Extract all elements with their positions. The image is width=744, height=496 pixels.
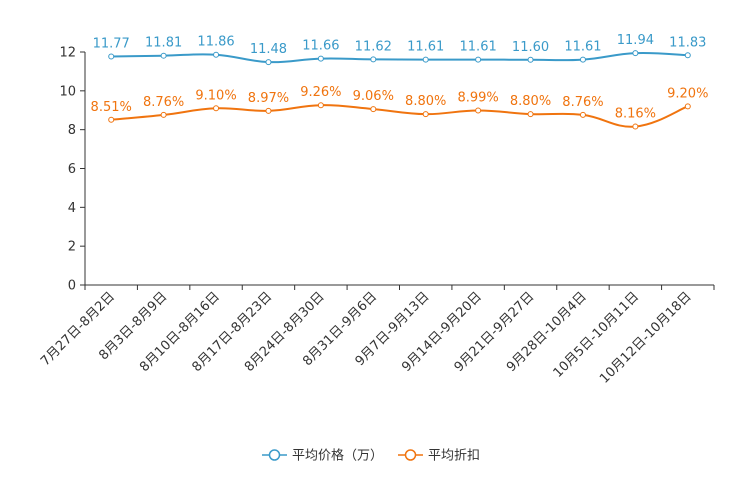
data-label: 9.10% [195,88,236,103]
data-label: 11.86 [197,35,234,50]
data-label: 11.83 [669,35,706,50]
data-label: 11.66 [302,39,339,54]
y-tick-label: 0 [68,279,76,294]
data-point[interactable] [108,116,115,123]
data-label: 11.61 [460,40,497,55]
data-label: 11.62 [355,39,392,54]
data-label: 8.99% [457,90,498,105]
data-point[interactable] [370,56,377,63]
data-label: 11.77 [93,36,130,51]
x-tick-label: 10月12日-10月18日 [597,289,694,386]
data-label: 8.51% [91,100,132,115]
data-point[interactable] [527,111,534,118]
data-point[interactable] [579,56,586,63]
legend-item-1[interactable]: 平均价格（万） [262,448,383,464]
data-point[interactable] [684,103,691,110]
data-label: 11.60 [512,40,549,55]
data-label: 11.48 [250,42,287,57]
data-label: 11.94 [617,33,654,48]
series-line [111,104,689,128]
data-label: 8.80% [510,94,551,109]
y-tick-label: 4 [68,201,76,216]
data-label: 11.81 [145,36,182,51]
data-label: 8.76% [562,95,603,110]
data-point[interactable] [213,105,220,112]
data-label: 9.06% [353,89,394,104]
legend-label: 平均折扣 [428,449,480,464]
data-point[interactable] [475,107,482,114]
data-point[interactable] [579,111,586,118]
y-tick-label: 2 [68,240,76,255]
data-point[interactable] [370,106,377,113]
legend-marker-icon [268,449,281,461]
data-point[interactable] [160,52,167,59]
data-point[interactable] [317,55,324,62]
data-label: 11.61 [407,40,444,55]
data-point[interactable] [213,51,220,58]
series-1: 11.77 11.81 11.86 11.48 11.66 11.62 11.61 11.61… [93,33,706,66]
y-tick-label: 6 [68,162,76,177]
y-tick-label: 12 [59,46,76,61]
data-point[interactable] [422,111,429,118]
data-label: 8.97% [248,91,289,106]
data-point[interactable] [632,50,639,57]
data-label: 11.61 [564,40,601,55]
data-point[interactable] [160,111,167,118]
data-label: 8.16% [615,107,656,122]
legend[interactable]: 平均价格（万） 平均折扣 [262,448,480,464]
series-2: 8.51% 8.76% 9.10% 8.97% 9.26% 9.06% 8.80% 8.99%… [91,85,708,130]
series-line [111,51,688,64]
data-point[interactable] [108,53,115,60]
data-label: 8.76% [143,95,184,110]
data-point[interactable] [422,56,429,63]
data-label: 8.80% [405,94,446,109]
data-point[interactable] [684,52,691,59]
data-point[interactable] [527,56,534,63]
data-label: 9.20% [667,86,708,101]
data-point[interactable] [317,102,324,109]
legend-marker-icon [404,449,417,461]
data-label: 9.26% [300,85,341,100]
y-tick-label: 10 [59,84,76,99]
series-layer: 11.77 11.81 11.86 11.48 11.66 11.62 11.61 11.61… [91,33,708,130]
legend-label: 平均价格（万） [292,448,383,464]
y-tick-label: 8 [68,123,76,138]
data-point[interactable] [265,107,272,114]
legend-item-2[interactable]: 平均折扣 [398,449,480,464]
data-point[interactable] [475,56,482,63]
data-point[interactable] [265,59,272,66]
data-point[interactable] [632,123,639,130]
